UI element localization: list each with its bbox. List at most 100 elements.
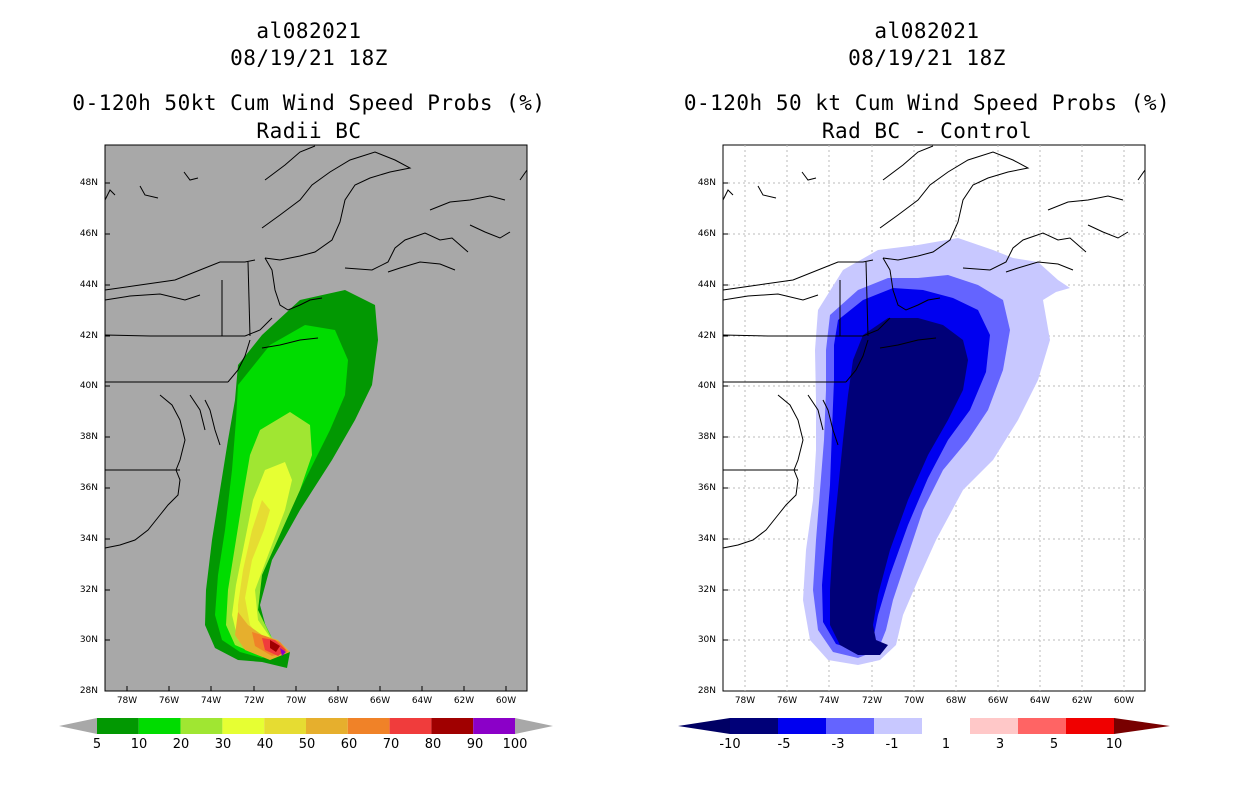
lat-label: 28N <box>79 686 98 696</box>
diff-minus10-contour <box>830 318 968 655</box>
left-lat-ticks <box>105 182 110 641</box>
lat-label: 42N <box>79 331 98 341</box>
left-colorbar-label: 20 <box>172 737 190 752</box>
right-coastlines <box>722 145 1146 549</box>
lon-label: 78W <box>116 696 138 706</box>
right-map <box>678 144 1170 734</box>
right-date: 08/19/21 18Z <box>848 46 1006 70</box>
lat-label: 34N <box>697 534 716 544</box>
lon-label: 76W <box>158 696 180 706</box>
lat-label: 30N <box>79 635 98 645</box>
right-colorbar-label: -1 <box>885 737 899 752</box>
lat-label: 44N <box>79 280 98 290</box>
lon-label: 72W <box>861 696 883 706</box>
right-difference-field <box>803 238 1070 665</box>
lat-label: 46N <box>79 229 98 239</box>
left-colorbar-label: 60 <box>340 737 358 752</box>
lon-label: 72W <box>243 696 265 706</box>
lon-label: 62W <box>1071 696 1093 706</box>
left-panel: al082021 08/19/21 18Z 0-120h 50kt Cum Wi… <box>59 19 553 752</box>
lon-label: 62W <box>453 696 475 706</box>
lat-label: 36N <box>697 483 716 493</box>
right-subtitle: Rad BC - Control <box>821 119 1033 143</box>
lat-label: 38N <box>79 432 98 442</box>
left-storm-id: al082021 <box>256 19 362 43</box>
lat-label: 36N <box>79 483 98 493</box>
right-lat-ticks <box>723 182 728 641</box>
left-colorbar-box <box>473 718 515 734</box>
right-colorbar-box <box>1018 718 1066 734</box>
left-colorbar-under-triangle <box>59 718 97 734</box>
lat-label: 48N <box>697 178 716 188</box>
left-colorbar-label: 10 <box>130 737 148 752</box>
left-colorbar-label: 70 <box>382 737 400 752</box>
prob-40-contour <box>238 500 270 646</box>
lat-label: 44N <box>697 280 716 290</box>
left-colorbar-over-triangle <box>515 718 553 734</box>
left-subtitle: Radii BC <box>256 119 362 143</box>
lon-label: 68W <box>945 696 967 706</box>
left-lon-ticks <box>126 686 507 691</box>
lon-label: 74W <box>818 696 840 706</box>
lon-label: 70W <box>285 696 307 706</box>
left-coastlines <box>104 145 528 549</box>
prob-30-contour <box>232 462 292 650</box>
lat-label: 48N <box>79 178 98 188</box>
prob-80-contour <box>270 640 280 652</box>
right-colorbar-label: 10 <box>1105 737 1123 752</box>
right-colorbar-label: -3 <box>831 737 845 752</box>
lat-label: 46N <box>697 229 716 239</box>
right-colorbar-label: 1 <box>941 737 951 752</box>
lon-label: 74W <box>200 696 222 706</box>
left-date: 08/19/21 18Z <box>230 46 388 70</box>
right-colorbar-box <box>778 718 826 734</box>
lat-label: 34N <box>79 534 98 544</box>
right-colorbar-label: -5 <box>777 737 791 752</box>
lat-label: 32N <box>79 585 98 595</box>
lat-label: 42N <box>697 331 716 341</box>
lon-label: 78W <box>734 696 756 706</box>
lat-label: 32N <box>697 585 716 595</box>
left-colorbar-box <box>180 718 223 734</box>
right-colorbar-box <box>826 718 874 734</box>
left-colorbar <box>59 718 553 734</box>
left-colorbar-box <box>306 718 348 734</box>
right-colorbar-box <box>1066 718 1114 734</box>
left-probability-field <box>205 290 378 668</box>
left-map <box>59 144 553 734</box>
right-panel: al082021 08/19/21 18Z 0-120h 50 kt Cum W… <box>618 0 1236 800</box>
lon-label: 76W <box>776 696 798 706</box>
right-colorbar <box>678 718 1170 734</box>
left-colorbar-label: 5 <box>92 737 102 752</box>
lon-label: 66W <box>369 696 391 706</box>
right-colorbar-label: 3 <box>995 737 1005 752</box>
right-colorbar-box <box>730 718 778 734</box>
lon-label: 70W <box>903 696 925 706</box>
left-colorbar-box <box>431 718 474 734</box>
right-colorbar-under-triangle <box>678 718 730 734</box>
left-colorbar-label: 30 <box>214 737 232 752</box>
left-colorbar-box <box>264 718 306 734</box>
left-colorbar-label: 80 <box>424 737 442 752</box>
right-colorbar-box <box>922 718 970 734</box>
lon-label: 60W <box>1113 696 1135 706</box>
right-colorbar-box <box>874 718 922 734</box>
left-colorbar-label: 50 <box>298 737 316 752</box>
right-storm-id: al082021 <box>874 19 980 43</box>
lat-label: 40N <box>697 381 716 391</box>
right-product-title: 0-120h 50 kt Cum Wind Speed Probs (%) <box>683 91 1171 115</box>
left-colorbar-label: 40 <box>256 737 274 752</box>
lon-label: 60W <box>495 696 517 706</box>
left-colorbar-label: 90 <box>466 737 484 752</box>
right-colorbar-over-triangle <box>1114 718 1170 734</box>
left-colorbar-box <box>347 718 390 734</box>
left-colorbar-label: 100 <box>502 737 528 752</box>
left-product-title: 0-120h 50kt Cum Wind Speed Probs (%) <box>72 91 546 115</box>
lon-label: 64W <box>1029 696 1051 706</box>
left-colorbar-box <box>138 718 181 734</box>
left-colorbar-box <box>97 718 139 734</box>
lon-label: 64W <box>411 696 433 706</box>
right-colorbar-label: 5 <box>1049 737 1059 752</box>
right-colorbar-box <box>970 718 1018 734</box>
left-colorbar-box <box>389 718 432 734</box>
